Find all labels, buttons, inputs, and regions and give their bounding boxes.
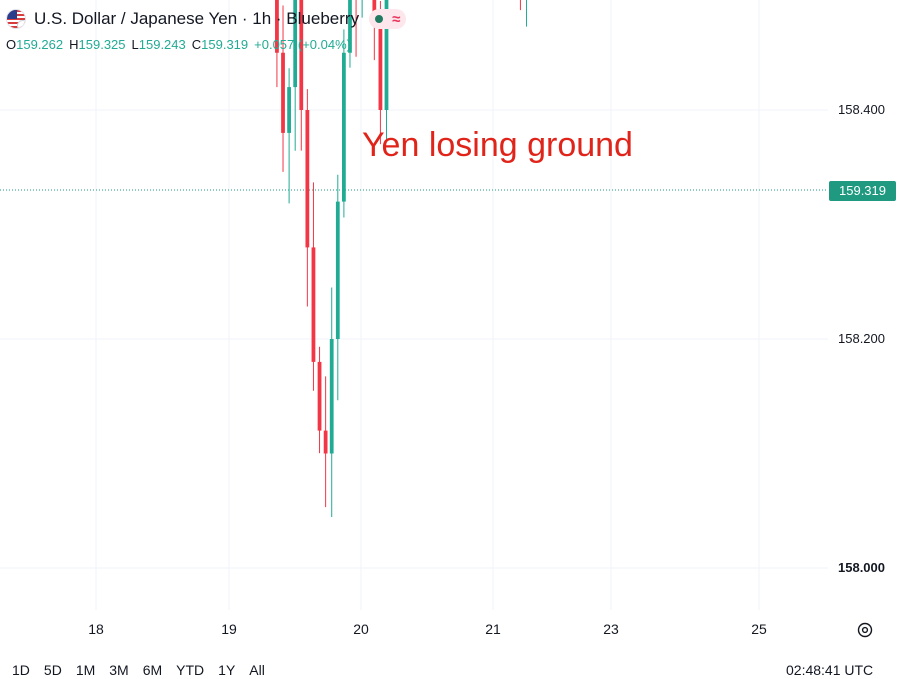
- x-tick-label: 23: [603, 621, 619, 637]
- candle-down: [311, 247, 316, 362]
- candle-up: [342, 52, 346, 202]
- y-tick-label: 158.200: [838, 331, 885, 346]
- last-price-tag: 159.319: [829, 181, 896, 201]
- range-1y-button[interactable]: 1Y: [218, 662, 236, 678]
- candle-up: [329, 339, 334, 454]
- symbol-title[interactable]: U.S. Dollar / Japanese Yen · 1h · Bluebe…: [34, 9, 360, 28]
- x-tick-label: 18: [88, 621, 104, 637]
- range-1m-button[interactable]: 1M: [75, 662, 96, 678]
- open-label: O: [6, 37, 17, 52]
- candle-down: [275, 0, 279, 53]
- candle-down: [378, 18, 383, 110]
- candle-up: [287, 87, 291, 133]
- range-1d-button[interactable]: 1D: [12, 662, 30, 678]
- ohlc-legend: O159.262 H159.325 L159.243 C159.319 +0.057 (…: [6, 37, 351, 52]
- candle-down: [299, 0, 304, 110]
- close-value: 159.319: [201, 37, 249, 52]
- change-value: +0.057 (+0.04%): [254, 37, 351, 52]
- utc-clock[interactable]: 02:48:41 UTC: [786, 662, 874, 678]
- chart-header: U.S. Dollar / Japanese Yen · 1h · Bluebe…: [6, 6, 407, 32]
- x-tick-label: 25: [751, 621, 767, 637]
- range-buttons: 1D 5D 1M 3M 6M YTD 1Y All: [12, 662, 265, 678]
- candle-down: [323, 430, 328, 454]
- candle-up: [348, 0, 352, 53]
- gear-icon[interactable]: [856, 621, 874, 639]
- low-label: L: [131, 37, 139, 52]
- candles: [275, 0, 528, 518]
- chart-grid: [0, 0, 828, 610]
- candle-down: [317, 361, 322, 431]
- candle-up: [384, 0, 389, 110]
- candle-up: [293, 0, 298, 88]
- open-value: 159.262: [16, 37, 64, 52]
- candle-down: [305, 110, 310, 248]
- candle-up: [335, 201, 340, 339]
- high-label: H: [69, 37, 79, 52]
- x-tick-label: 21: [485, 621, 501, 637]
- range-3m-button[interactable]: 3M: [109, 662, 129, 678]
- candle-down: [281, 52, 285, 133]
- range-5d-button[interactable]: 5D: [43, 662, 62, 678]
- annotation-text[interactable]: Yen losing ground: [362, 126, 633, 164]
- market-status[interactable]: ≈: [369, 9, 407, 29]
- close-label: C: [191, 37, 202, 52]
- live-status-icon: [375, 15, 384, 23]
- us-jp-flag-icon: [6, 9, 26, 29]
- x-tick-label: 20: [353, 621, 369, 637]
- range-ytd-button[interactable]: YTD: [176, 662, 205, 678]
- range-6m-button[interactable]: 6M: [142, 662, 163, 678]
- y-tick-label: 158.400: [838, 102, 885, 117]
- approx-icon: ≈: [392, 10, 401, 28]
- y-tick-label: 158.000: [838, 560, 885, 575]
- high-value: 159.325: [78, 37, 126, 52]
- range-all-button[interactable]: All: [249, 662, 265, 678]
- low-value: 159.243: [138, 37, 186, 52]
- x-tick-label: 19: [221, 621, 237, 637]
